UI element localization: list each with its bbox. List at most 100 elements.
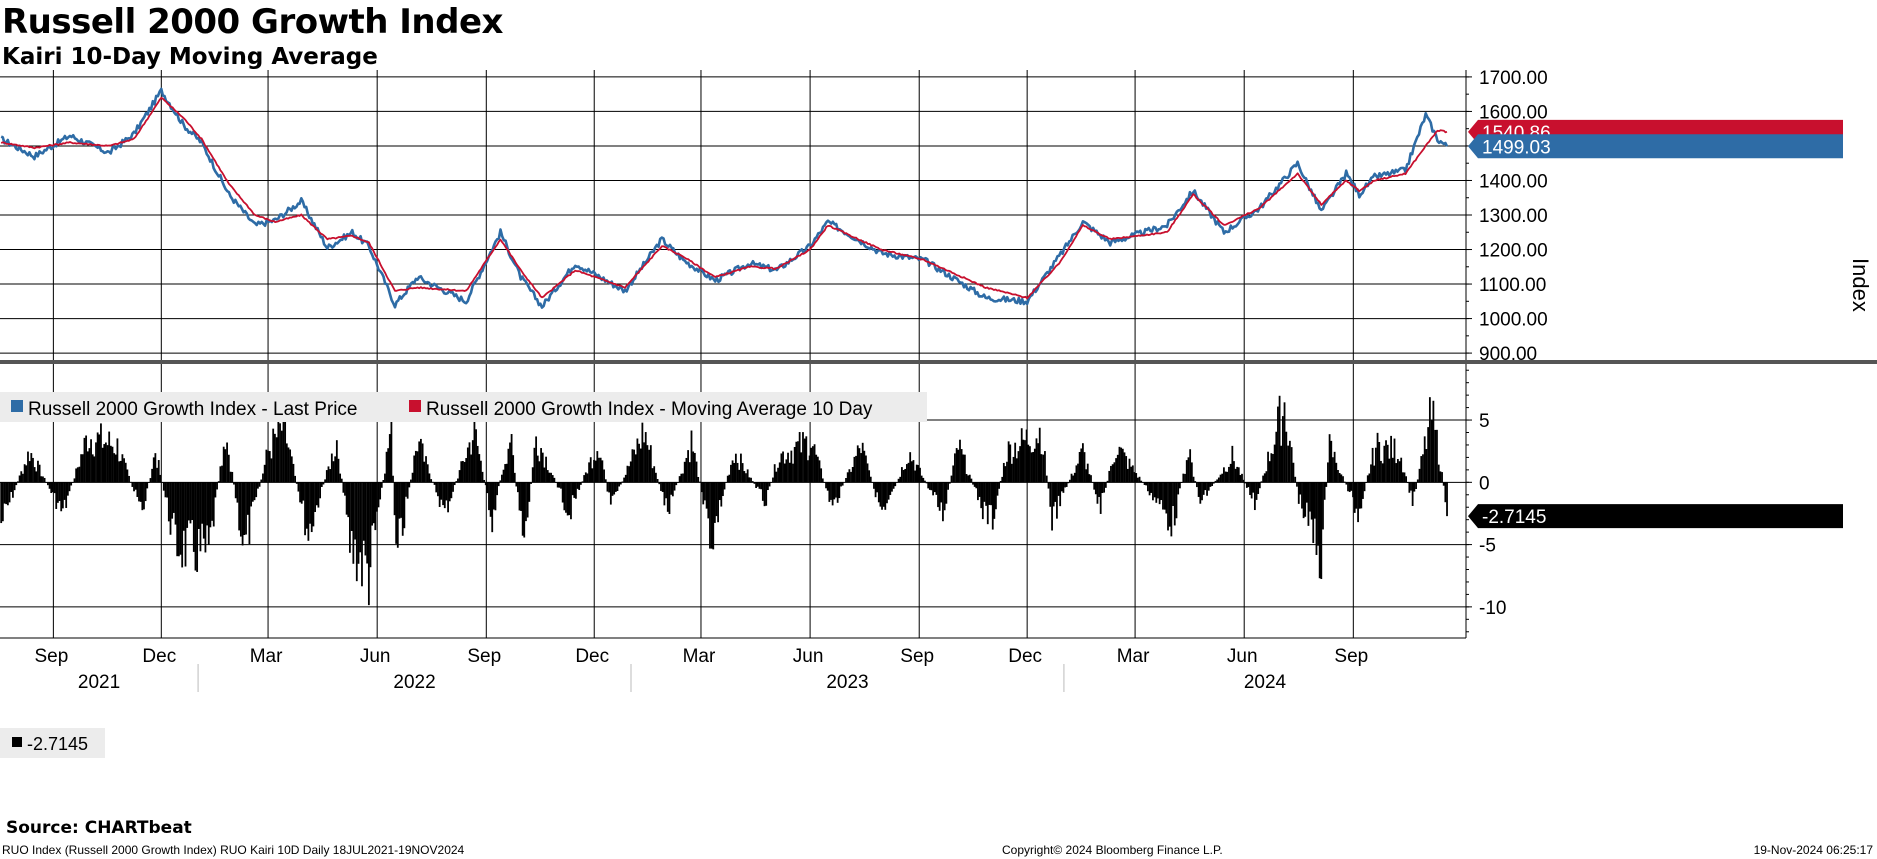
kairi-bar	[379, 482, 382, 500]
kairi-bar	[1391, 457, 1394, 483]
kairi-bar	[780, 453, 783, 483]
kairi-bar	[309, 482, 311, 524]
kairi-bar	[688, 462, 691, 483]
kairi-bar	[251, 482, 254, 502]
kairi-bar	[337, 458, 340, 483]
kairi-bar	[1073, 472, 1076, 483]
kairi-bar	[713, 482, 716, 523]
kairi-bar	[1083, 452, 1086, 483]
kairi-bar	[761, 482, 764, 501]
kairi-bar	[922, 477, 925, 483]
kairi-bar	[601, 460, 604, 483]
kairi-bar	[636, 438, 639, 483]
ytick-label-upper: 1400.00	[1479, 171, 1548, 192]
kairi-bar	[831, 482, 834, 506]
kairi-bar	[740, 453, 742, 483]
kairi-bar	[718, 482, 721, 501]
kairi-bar	[828, 482, 831, 502]
kairi-bar	[940, 482, 943, 503]
kairi-bar	[541, 452, 544, 483]
kairi-bar	[991, 482, 994, 530]
kairi-bar	[1052, 482, 1055, 507]
kairi-bar	[1069, 479, 1071, 483]
kairi-bar	[1223, 467, 1225, 483]
kairi-bar	[1162, 482, 1164, 510]
kairi-bar	[531, 467, 534, 483]
kairi-bar	[1350, 482, 1353, 491]
year-label: 2022	[393, 672, 435, 693]
kairi-bar	[1405, 476, 1408, 483]
kairi-bar	[453, 482, 456, 486]
kairi-bar	[410, 479, 412, 483]
kairi-bar	[445, 482, 448, 501]
kairi-bar	[1411, 482, 1414, 507]
ytick-label-upper: 1300.00	[1479, 206, 1548, 227]
kairi-bar	[528, 482, 531, 502]
kairi-bar	[181, 482, 184, 568]
kairi-bar	[1270, 453, 1273, 483]
kairi-bar	[121, 454, 124, 483]
kairi-bar	[518, 482, 521, 511]
kairi-bar	[1197, 482, 1200, 497]
kairi-bar	[751, 481, 754, 483]
kairi-bar	[1272, 454, 1274, 483]
kairi-bar	[118, 461, 120, 483]
kairi-bar	[687, 450, 689, 483]
kairi-bar	[1305, 482, 1308, 503]
kairi-bar	[1318, 482, 1321, 579]
kairi-bar	[330, 453, 333, 483]
kairi-bar	[935, 482, 938, 495]
kairi-bar	[977, 482, 979, 501]
kairi-bar	[1338, 473, 1341, 483]
kairi-bar	[758, 482, 761, 489]
kairi-bar	[1297, 482, 1300, 504]
kairi-bar	[629, 461, 632, 483]
month-tick-label: Dec	[142, 646, 176, 667]
kairi-bar	[227, 454, 230, 483]
kairi-bar	[499, 480, 502, 483]
kairi-bar	[753, 482, 756, 484]
kairi-bar	[192, 482, 195, 552]
kairi-bar	[917, 465, 920, 483]
kairi-bar	[720, 482, 723, 507]
kairi-bar	[1422, 454, 1424, 483]
kairi-bar	[785, 459, 788, 483]
kairi-bar	[658, 482, 661, 485]
kairi-bar	[141, 482, 144, 511]
kairi-last-tag: -2.7145	[1468, 504, 1843, 529]
year-label: 2023	[826, 672, 868, 693]
kairi-bar	[920, 475, 923, 483]
kairi-bar	[818, 460, 821, 483]
kairi-bar	[113, 453, 116, 483]
kairi-bar	[565, 482, 567, 513]
kairi-bar	[902, 469, 905, 483]
kairi-bar	[1257, 482, 1260, 494]
kairi-bar	[693, 452, 696, 483]
kairi-bar	[1355, 482, 1358, 509]
kairi-bar	[851, 466, 854, 483]
kairi-bar	[1209, 482, 1212, 487]
kairi-bar	[13, 482, 16, 491]
kairi-bar	[23, 464, 26, 483]
kairi-bar	[268, 451, 271, 483]
kairi-bar	[327, 466, 330, 483]
kairi-bar	[1115, 458, 1118, 483]
kairi-bar	[1192, 476, 1195, 483]
kairi-bar	[1366, 475, 1369, 483]
kairi-bar	[726, 475, 729, 483]
kairi-bar	[10, 482, 13, 493]
kairi-bar	[416, 451, 419, 483]
kairi-bar	[1423, 436, 1426, 483]
kairi-bar	[136, 482, 139, 497]
kairi-bar	[952, 465, 955, 483]
kairi-bar	[1037, 443, 1040, 483]
kairi-bar	[30, 453, 33, 483]
kairi-bar	[81, 454, 84, 483]
kairi-bar	[1009, 444, 1012, 483]
kairi-bar	[1245, 482, 1248, 488]
kairi-bar	[589, 457, 592, 483]
month-tick-label: Sep	[467, 646, 501, 667]
kairi-bar	[707, 482, 710, 519]
kairi-bar	[157, 460, 160, 483]
kairi-bar	[114, 454, 117, 483]
